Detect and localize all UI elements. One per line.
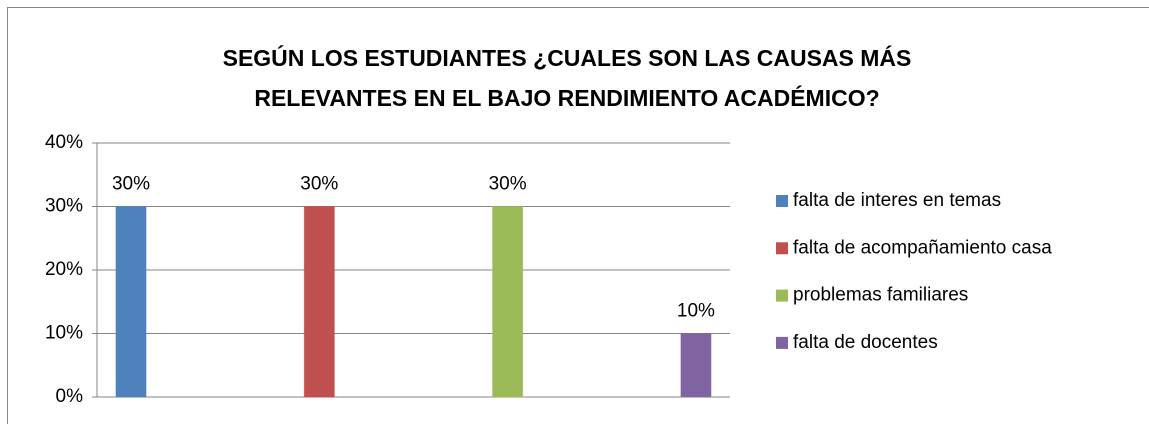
y-tick-label: 10% <box>45 323 83 344</box>
chart-frame <box>7 7 1149 424</box>
legend-label: falta de interes en temas <box>793 190 1001 211</box>
value-label: 30% <box>112 174 150 195</box>
bar <box>680 333 712 398</box>
legend-label: falta de acompañamiento casa <box>793 237 1052 258</box>
legend-label: falta de docentes <box>793 332 938 353</box>
y-tick-label: 0% <box>56 386 84 407</box>
chart-title: SEGÚN LOS ESTUDIANTES ¿CUALES SON LAS CA… <box>223 44 912 71</box>
y-tick-label: 30% <box>45 196 83 217</box>
value-label: 30% <box>489 174 527 195</box>
bar <box>303 206 335 398</box>
legend-swatch <box>776 289 788 302</box>
bar <box>115 206 147 398</box>
chart-title: RELEVANTES EN EL BAJO RENDIMIENTO ACADÉM… <box>254 84 879 111</box>
legend-swatch <box>776 242 788 255</box>
value-label: 30% <box>300 174 338 195</box>
legend-swatch <box>776 195 788 207</box>
y-tick-label: 40% <box>45 132 83 153</box>
legend-label: problemas familiares <box>793 285 968 306</box>
value-label: 10% <box>677 301 715 322</box>
bar <box>492 206 524 398</box>
legend-swatch <box>776 336 788 349</box>
y-tick-label: 20% <box>45 259 83 280</box>
